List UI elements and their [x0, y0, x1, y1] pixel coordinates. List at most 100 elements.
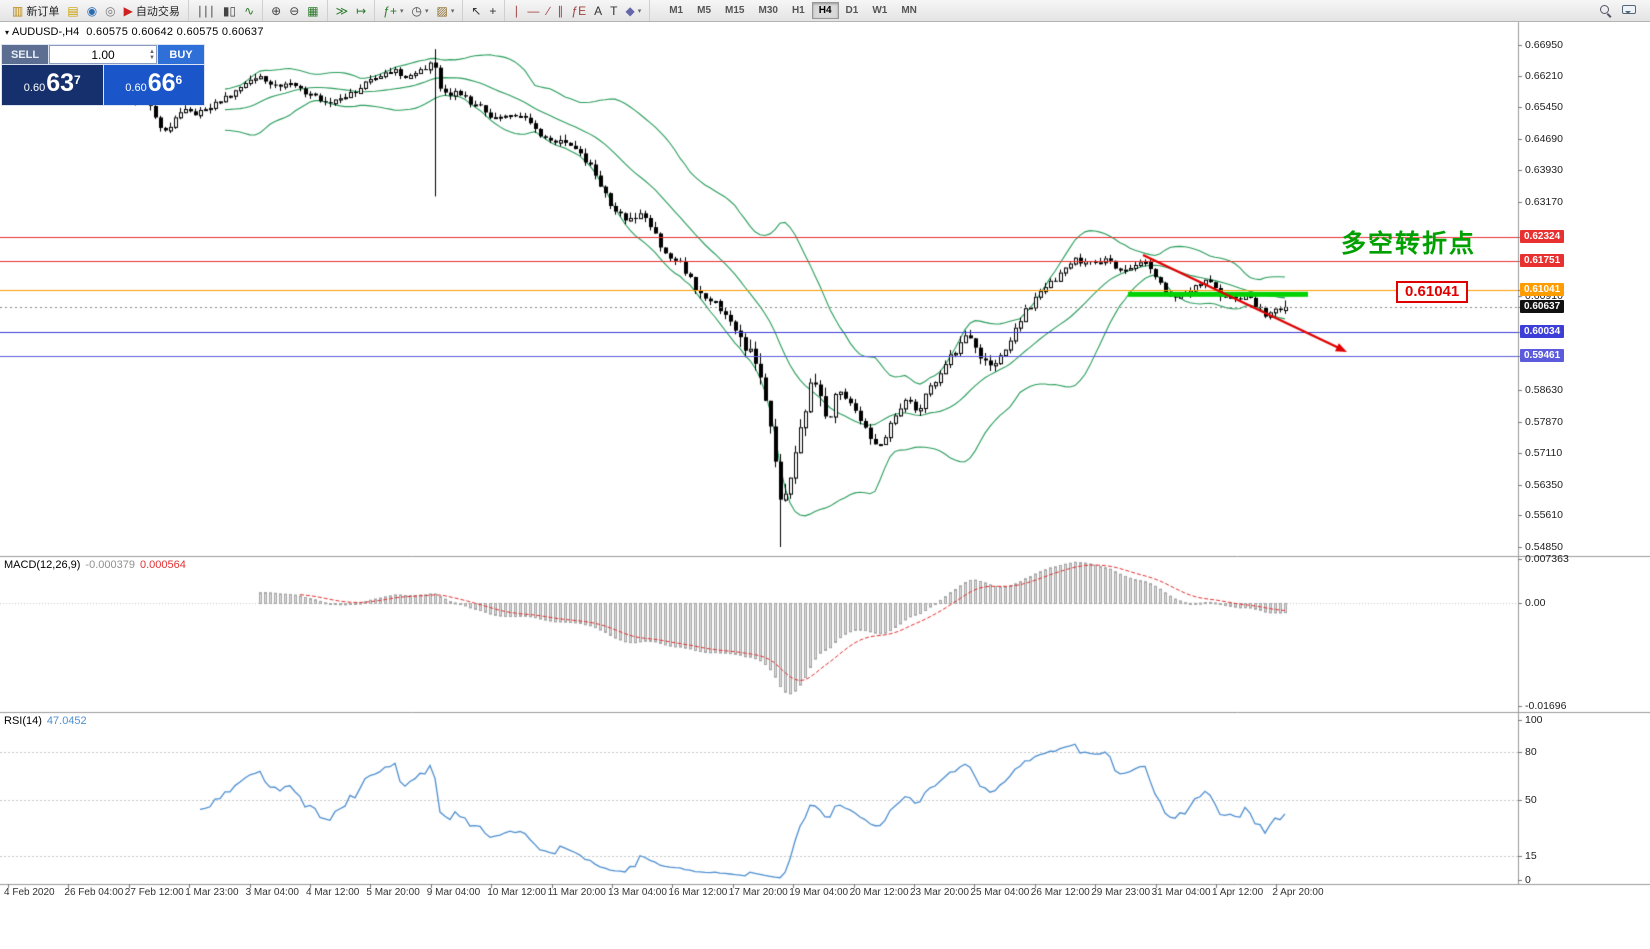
- toolbar-vertical-line-button[interactable]: ∣: [511, 4, 521, 18]
- toolbar-charts-button[interactable]: ▤: [65, 4, 80, 18]
- buy-price-button[interactable]: 0.60 66 6: [103, 65, 204, 105]
- toolbar-periods-button[interactable]: ◷ ▾: [409, 4, 430, 18]
- timeframe-d1-button[interactable]: D1: [845, 5, 859, 16]
- toolbar-tile-windows-button[interactable]: ▦: [305, 4, 320, 18]
- time-axis-label: 1 Apr 12:00: [1212, 887, 1264, 898]
- candlestick-chart-icon: ▮▯: [222, 3, 237, 18]
- toolbar-new-order-button[interactable]: ▥ 新订单: [10, 2, 61, 20]
- toolbar-text-label-button[interactable]: T: [608, 4, 619, 18]
- time-axis-label: 20 Mar 12:00: [849, 887, 909, 898]
- auto-scroll-icon: ≫: [335, 3, 349, 18]
- price-axis-label: 0.007363: [1525, 553, 1569, 565]
- toolbar-navigator-button[interactable]: ◎: [103, 4, 117, 18]
- toolbar-trend-line-button[interactable]: ∕: [545, 4, 551, 18]
- time-axis-label: 17 Mar 20:00: [728, 887, 788, 898]
- time-axis-label: 16 Mar 12:00: [668, 887, 728, 898]
- toolbar-zoom-in-button[interactable]: ⊕: [269, 4, 283, 18]
- templates-dropdown-arrow[interactable]: ▾: [450, 7, 455, 15]
- price-axis-label: 0.66950: [1525, 39, 1563, 51]
- toolbar-arrows-button[interactable]: ◆ ▾: [623, 4, 643, 18]
- indicators-dropdown-arrow[interactable]: ▾: [399, 7, 404, 15]
- chart-title: ▾ AUDUSD-,H4 0.60575 0.60642 0.60575 0.606…: [5, 26, 264, 38]
- horizontal-line-icon: —: [527, 3, 540, 18]
- price-axis-label: 80: [1525, 746, 1537, 758]
- volume-up-icon[interactable]: ▲: [149, 48, 155, 55]
- volume-down-icon[interactable]: ▼: [149, 54, 155, 61]
- sell-button[interactable]: SELL: [2, 45, 48, 64]
- toolbar-cursor-button[interactable]: ↖: [469, 4, 483, 18]
- arrows-dropdown-arrow[interactable]: ▾: [637, 7, 642, 15]
- toolbar-chart-shift-button[interactable]: ↦: [354, 4, 368, 18]
- toolbar-candlestick-chart-button[interactable]: ▮▯: [221, 4, 238, 18]
- toolbar-group-chart-type: ∣∣∣ ▮▯ ∿: [189, 0, 264, 21]
- timeframe-mn-button[interactable]: MN: [901, 5, 917, 16]
- macd-signal-value: 0.000564: [139, 559, 186, 571]
- periods-dropdown-arrow[interactable]: ▾: [424, 7, 429, 15]
- sell-price-big: 63: [46, 69, 75, 97]
- price-axis-label: 0.65450: [1525, 101, 1563, 113]
- timeframe-m30-button[interactable]: M30: [758, 5, 778, 16]
- toolbar-indicators-button[interactable]: ƒ+ ▾: [381, 4, 405, 18]
- toolbar-auto-trading-button[interactable]: ▶ 自动交易: [122, 2, 182, 20]
- price-axis-label: 0: [1525, 874, 1531, 886]
- toolbar-text-button[interactable]: A: [592, 4, 604, 18]
- price-axis-label: 0.56350: [1525, 479, 1563, 491]
- toolbar-equidistant-channel-button[interactable]: ∥: [555, 4, 565, 18]
- macd-indicator-label: MACD(12,26,9) -0.000379 0.000564: [4, 559, 186, 571]
- timeframe-m15-button[interactable]: M15: [725, 5, 745, 16]
- toolbar-group-zoom: ⊕ ⊖ ▦: [263, 0, 328, 21]
- time-axis-label: 2 Apr 20:00: [1272, 887, 1324, 898]
- toolbar-zoom-out-button[interactable]: ⊖: [287, 4, 301, 18]
- turning-point-annotation[interactable]: 多空转折点: [1341, 230, 1477, 258]
- new-order-icon: ▥: [12, 3, 24, 18]
- timeframe-m1-button[interactable]: M1: [669, 5, 684, 16]
- price-axis-badge: 0.61751: [1520, 254, 1565, 267]
- toolbar-horizontal-line-button[interactable]: —: [525, 4, 541, 18]
- collapse-arrow-icon[interactable]: ▾: [5, 28, 10, 37]
- chat-icon[interactable]: [1622, 4, 1636, 17]
- timeframe-w1-button[interactable]: W1: [872, 5, 888, 16]
- volume-field[interactable]: 1.00 ▲ ▼: [49, 45, 157, 64]
- time-axis-label: 1 Mar 23:00: [185, 887, 239, 898]
- time-axis-label: 26 Mar 12:00: [1030, 887, 1090, 898]
- ohlc-values: 0.60575 0.60642 0.60575 0.60637: [86, 26, 264, 38]
- volume-value: 1.00: [91, 47, 115, 62]
- toolbar-fibonacci-button[interactable]: ƒE: [569, 4, 588, 18]
- time-axis-label: 19 Mar 04:00: [789, 887, 849, 898]
- time-axis-label: 26 Feb 04:00: [64, 887, 124, 898]
- arrows-icon: ◆: [625, 3, 635, 18]
- price-callout[interactable]: 0.61041: [1396, 281, 1469, 303]
- search-icon[interactable]: [1599, 4, 1612, 17]
- time-axis-label: 27 Feb 12:00: [124, 887, 184, 898]
- toolbar-auto-scroll-button[interactable]: ≫: [334, 4, 351, 18]
- rsi-value: 47.0452: [46, 715, 87, 727]
- timeframe-h4-button[interactable]: H4: [811, 2, 839, 19]
- timeframe-m5-button[interactable]: M5: [697, 5, 712, 16]
- toolbar-group-scroll: ≫ ↦: [328, 0, 376, 21]
- toolbar-crosshair-button[interactable]: +: [487, 4, 498, 18]
- toolbar-templates-button[interactable]: ▨ ▾: [434, 4, 456, 18]
- toolbar-group-objects: ∣ — ∕ ∥ ƒE A T ◆ ▾: [505, 0, 651, 21]
- volume-stepper[interactable]: ▲ ▼: [149, 46, 155, 63]
- symbol-timeframe-label: AUDUSD-,H4: [12, 26, 80, 38]
- timeframe-bar: M1 M5 M15 M30 H1 H4 D1 W1 MN: [656, 0, 930, 21]
- zoom-out-icon: ⊖: [289, 3, 300, 18]
- toolbar-bar-chart-button[interactable]: ∣∣∣: [195, 4, 217, 18]
- toolbar-line-chart-button[interactable]: ∿: [242, 4, 256, 18]
- sell-price-button[interactable]: 0.60 63 7: [2, 65, 103, 105]
- time-axis-label: 31 Mar 04:00: [1151, 887, 1211, 898]
- cursor-icon: ↖: [471, 3, 482, 18]
- sell-price-sup: 7: [74, 73, 81, 87]
- price-axis-label: 0.66210: [1525, 70, 1563, 82]
- buy-button[interactable]: BUY: [158, 45, 204, 64]
- time-axis-label: 5 Mar 20:00: [366, 887, 420, 898]
- toolbar-market-watch-button[interactable]: ◉: [85, 4, 99, 18]
- charts-icon: ▤: [67, 3, 79, 18]
- timeframe-h1-button[interactable]: H1: [791, 5, 805, 16]
- tile-windows-icon: ▦: [307, 3, 319, 18]
